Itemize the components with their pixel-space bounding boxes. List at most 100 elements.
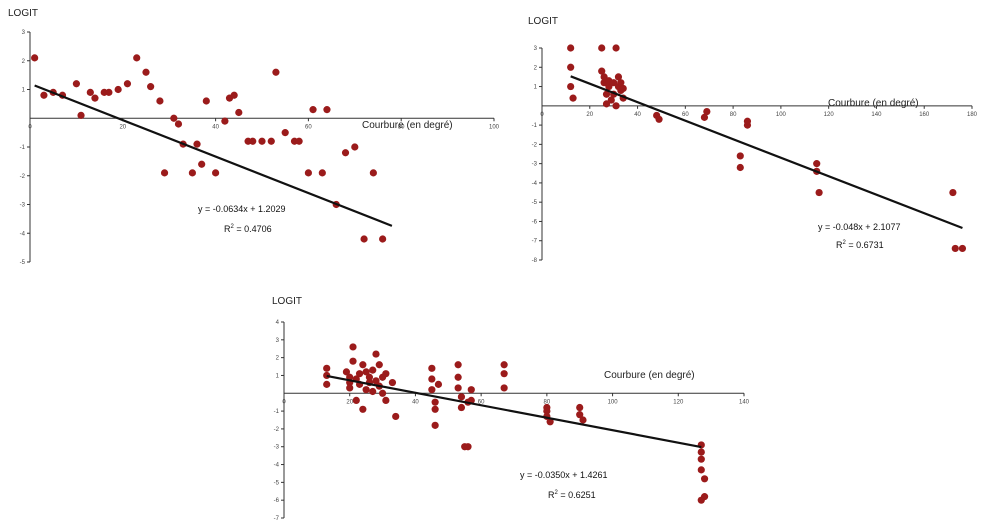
data-point bbox=[351, 143, 359, 151]
data-point bbox=[543, 407, 551, 415]
y-axis-label: LOGIT bbox=[8, 8, 38, 19]
y-tick-label: -4 bbox=[20, 231, 26, 237]
data-point bbox=[133, 54, 141, 62]
chart-2: LOGIT Courbure (en degré) y = -0.048x + … bbox=[528, 16, 978, 264]
data-point bbox=[500, 361, 508, 369]
data-point bbox=[612, 102, 620, 110]
x-tick-label: 60 bbox=[305, 124, 312, 130]
data-point bbox=[221, 117, 229, 125]
data-point bbox=[703, 108, 711, 116]
x-tick-label: 60 bbox=[478, 399, 485, 405]
data-point bbox=[323, 380, 331, 388]
y-tick-label: 1 bbox=[276, 373, 280, 379]
data-point bbox=[362, 386, 370, 394]
data-point bbox=[323, 364, 331, 372]
data-point bbox=[281, 129, 289, 137]
data-point bbox=[212, 169, 220, 177]
data-point bbox=[602, 90, 611, 98]
data-point bbox=[91, 94, 99, 102]
x-tick-label: 20 bbox=[586, 112, 593, 118]
y-tick-label: 2 bbox=[534, 65, 538, 71]
data-point bbox=[40, 91, 48, 99]
x-axis-label: Courbure (en degré) bbox=[362, 120, 453, 131]
data-point bbox=[579, 416, 587, 424]
data-point bbox=[612, 44, 620, 52]
data-point bbox=[392, 412, 400, 421]
data-point bbox=[352, 396, 360, 404]
regression-equation: y = -0.0350x + 1.4261 bbox=[520, 470, 608, 480]
data-point bbox=[105, 88, 113, 96]
x-tick-label: 100 bbox=[489, 124, 500, 130]
data-point bbox=[598, 44, 606, 52]
y-tick-label: 1 bbox=[534, 85, 538, 91]
data-point bbox=[378, 389, 387, 397]
data-point bbox=[607, 96, 615, 104]
data-point bbox=[598, 67, 606, 75]
r-squared: R2 = 0.4706 bbox=[224, 224, 272, 234]
x-tick-label: 140 bbox=[739, 399, 750, 405]
data-point bbox=[546, 418, 554, 426]
y-tick-label: -3 bbox=[20, 203, 26, 209]
data-point bbox=[349, 343, 357, 351]
data-point bbox=[365, 373, 374, 381]
data-point bbox=[114, 85, 122, 94]
data-point bbox=[362, 368, 370, 376]
data-point bbox=[619, 84, 627, 93]
data-point bbox=[700, 475, 709, 483]
data-point bbox=[388, 378, 397, 387]
y-tick-label: 3 bbox=[534, 46, 538, 52]
data-point bbox=[369, 169, 377, 177]
chart-1: LOGIT Courbure (en degré) y = -0.0634x +… bbox=[8, 8, 500, 266]
x-tick-label: 0 bbox=[282, 399, 286, 405]
data-point bbox=[382, 396, 390, 404]
y-tick-label: -1 bbox=[20, 145, 26, 151]
data-point bbox=[77, 111, 85, 119]
x-tick-label: 80 bbox=[398, 124, 405, 130]
y-tick-label: -3 bbox=[274, 445, 280, 451]
y-tick-label: -2 bbox=[274, 427, 280, 433]
data-point bbox=[605, 82, 613, 91]
y-tick-label: -1 bbox=[532, 123, 538, 129]
data-point bbox=[147, 83, 155, 91]
data-point bbox=[500, 370, 508, 378]
data-point bbox=[230, 91, 238, 99]
data-point bbox=[258, 137, 266, 145]
y-axis-label: LOGIT bbox=[528, 16, 558, 27]
data-point bbox=[346, 384, 354, 392]
y-axis-label: LOGIT bbox=[272, 296, 302, 307]
data-point bbox=[949, 188, 957, 197]
y-tick-label: -2 bbox=[532, 142, 538, 148]
x-tick-label: 140 bbox=[871, 112, 882, 118]
y-tick-label: -4 bbox=[532, 181, 538, 187]
data-point bbox=[743, 117, 752, 125]
data-point bbox=[174, 120, 183, 128]
y-tick-label: -5 bbox=[532, 200, 538, 206]
data-point bbox=[372, 350, 380, 358]
data-point bbox=[355, 370, 364, 378]
data-point bbox=[454, 373, 462, 381]
data-point bbox=[617, 79, 625, 87]
x-tick-label: 100 bbox=[608, 399, 619, 405]
chart-3: LOGIT Courbure (en degré) y = -0.0350x +… bbox=[272, 296, 750, 522]
data-point bbox=[467, 386, 475, 394]
y-tick-label: 4 bbox=[276, 320, 280, 326]
data-point bbox=[600, 73, 608, 81]
y-tick-label: -7 bbox=[532, 239, 538, 245]
data-point bbox=[815, 188, 823, 197]
data-point bbox=[610, 79, 618, 87]
data-point bbox=[697, 448, 705, 456]
y-tick-label: 2 bbox=[276, 356, 280, 362]
data-point bbox=[697, 466, 705, 474]
r-squared: R2 = 0.6731 bbox=[836, 240, 884, 250]
data-point bbox=[464, 443, 472, 451]
data-point bbox=[372, 377, 380, 385]
data-point bbox=[360, 235, 368, 243]
data-point bbox=[567, 63, 575, 71]
data-point bbox=[349, 357, 357, 365]
x-tick-label: 40 bbox=[412, 399, 419, 405]
y-tick-label: -4 bbox=[274, 463, 280, 469]
trendline bbox=[326, 374, 702, 449]
y-tick-label: -5 bbox=[274, 480, 280, 486]
data-point bbox=[323, 106, 331, 114]
